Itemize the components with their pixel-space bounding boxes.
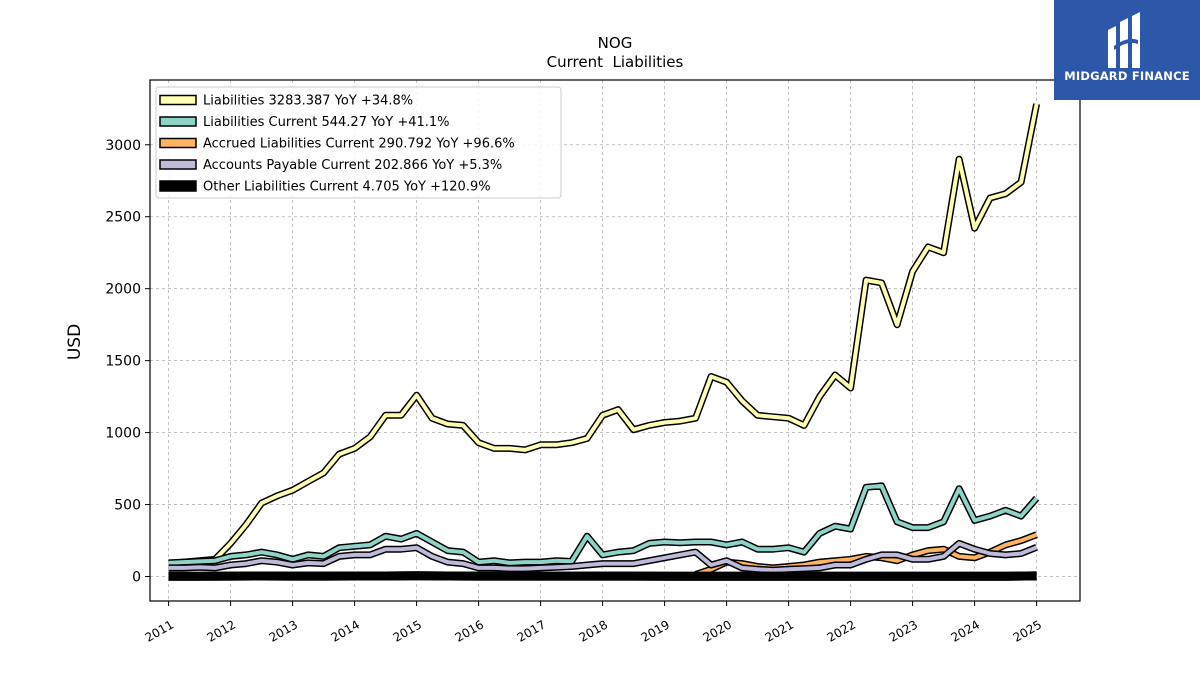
x-tick-label: 2019 <box>639 617 672 644</box>
brand-mark-icon <box>1108 12 1140 68</box>
series-line-1 <box>168 103 1039 566</box>
x-tick-label: 2013 <box>267 617 300 644</box>
brand-name: MIDGARD FINANCE <box>1064 69 1190 83</box>
x-tick-label: 2018 <box>577 617 610 644</box>
y-tick-label: 0 <box>132 570 141 586</box>
legend-label: Accounts Payable Current 202.866 YoY +5.… <box>203 158 502 173</box>
y-tick-label: 3000 <box>105 138 141 154</box>
legend-swatch <box>159 159 197 170</box>
x-tick-label: 2021 <box>763 617 796 644</box>
legend-label: Other Liabilities Current 4.705 YoY +120… <box>203 180 491 195</box>
x-tick-label: 2011 <box>143 617 176 644</box>
x-tick-label: 2023 <box>887 617 920 644</box>
y-tick-label: 2000 <box>105 282 141 298</box>
series-line-2 <box>168 483 1039 565</box>
chart-subtitle: Current Liabilities <box>547 53 684 71</box>
x-tick-label: 2016 <box>453 617 486 644</box>
y-tick-label: 1000 <box>105 426 141 442</box>
legend-swatch <box>159 94 197 106</box>
plot-frame <box>149 79 1081 602</box>
legend-label: Accrued Liabilities Current 290.792 YoY … <box>203 137 515 152</box>
x-tick-label: 2022 <box>825 617 858 644</box>
legend-swatch <box>159 116 197 127</box>
legend-label: Liabilities 3283.387 YoY +34.8% <box>203 94 413 109</box>
brand-logo: MIDGARD FINANCE <box>1054 0 1200 100</box>
legend-swatch <box>159 137 197 149</box>
y-axis-label: USD <box>65 324 85 360</box>
grid <box>150 80 1080 601</box>
y-tick-label: 1500 <box>105 354 141 370</box>
legend-box <box>155 86 562 199</box>
x-tick-label: 2015 <box>391 617 424 644</box>
x-tick-label: 2020 <box>701 617 734 644</box>
legend-label: Liabilities Current 544.27 YoY +41.1% <box>203 115 450 130</box>
legend: Liabilities 3283.387 YoY +34.8% Liabiliti… <box>155 86 562 199</box>
x-tick-label: 2025 <box>1011 617 1044 644</box>
x-tick-label: 2024 <box>949 617 982 644</box>
x-tick-label: 2014 <box>329 617 362 644</box>
x-tick-label: 2012 <box>205 617 238 644</box>
y-tick-label: 500 <box>114 498 141 514</box>
series-layer <box>168 103 1041 581</box>
y-tick-label: 2500 <box>105 210 141 226</box>
chart-title: NOG <box>598 34 633 52</box>
series-line-4 <box>168 541 1038 573</box>
x-tick-label: 2017 <box>515 617 548 644</box>
legend-swatch <box>159 180 197 192</box>
